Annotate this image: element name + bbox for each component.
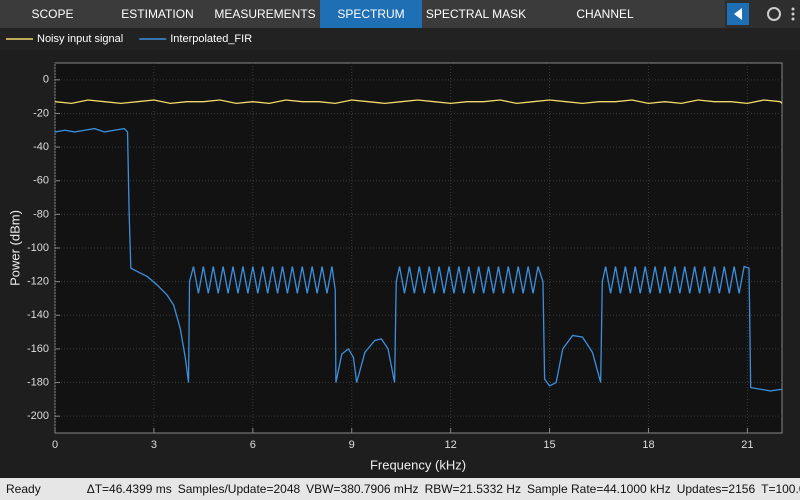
menu-icon bbox=[791, 12, 795, 16]
y-tick-label: -60 bbox=[33, 175, 49, 187]
status-item: Sample Rate=44.1000 kHz bbox=[526, 482, 671, 496]
y-tick-label: -180 bbox=[27, 376, 49, 388]
toolbar-icons bbox=[725, 0, 800, 28]
line-series bbox=[55, 99, 782, 105]
y-tick-label: -160 bbox=[27, 343, 49, 355]
icon-set bbox=[727, 3, 795, 25]
x-tick-label: 0 bbox=[52, 439, 58, 451]
status-item: Samples/Update=2048 bbox=[177, 482, 301, 496]
y-axis-label: Power (dBm) bbox=[7, 210, 22, 286]
x-tick-label: 18 bbox=[642, 439, 654, 451]
status-item: VBW=380.7906 mHz bbox=[306, 482, 419, 496]
status-item: Ready bbox=[6, 482, 41, 496]
tab[interactable]: SPECTRAL MASK bbox=[425, 7, 527, 21]
y-tick-label: 0 bbox=[43, 74, 49, 86]
y-tick-label: -100 bbox=[27, 242, 49, 254]
legend-label[interactable]: Noisy input signal bbox=[37, 33, 123, 45]
tab[interactable]: CHANNEL MEASUREMENTS bbox=[554, 7, 655, 49]
x-tick-label: 21 bbox=[741, 439, 753, 451]
status-bar: Ready ΔT=46.4399 ms Samples/Update=2048 VBW… bbox=[0, 478, 800, 500]
y-tick-label: -120 bbox=[27, 276, 49, 288]
y-tick-label: -140 bbox=[27, 309, 49, 321]
toolbar: SCOPE ESTIMATION MEASUREMENTS SPECTRUM SPECT… bbox=[0, 0, 800, 49]
line-series bbox=[55, 127, 782, 392]
legend-label[interactable]: Interpolated_FIR bbox=[170, 33, 252, 45]
tab[interactable]: SCOPE bbox=[31, 7, 74, 21]
status-item: ΔT=46.4399 ms bbox=[86, 482, 172, 496]
y-tick-label: -80 bbox=[33, 208, 49, 220]
x-axis-label: Frequency (kHz) bbox=[370, 457, 466, 472]
x-tick-label: 15 bbox=[543, 439, 555, 451]
tab[interactable]: ESTIMATION bbox=[121, 7, 194, 21]
settings-icon[interactable] bbox=[767, 7, 781, 21]
status-item: RBW=21.5332 Hz bbox=[424, 482, 521, 496]
y-tick-label: -200 bbox=[27, 410, 49, 422]
menu-icon bbox=[791, 17, 795, 21]
status-item: Updates=2156 bbox=[676, 482, 756, 496]
y-tick-label: -40 bbox=[33, 141, 49, 153]
x-tick-label: 6 bbox=[250, 439, 256, 451]
chart: Frequency (kHz) Power (dBm) 0 -20 -40 -60 -8… bbox=[0, 28, 800, 472]
status-item: T=100.00 bbox=[761, 482, 800, 496]
tab[interactable]: SPECTRUM bbox=[320, 0, 422, 28]
x-tick-label: 9 bbox=[349, 439, 355, 451]
legend-bar bbox=[0, 28, 800, 50]
tab[interactable]: MEASUREMENTS bbox=[214, 7, 316, 21]
x-tick-label: 3 bbox=[151, 439, 157, 451]
icon bbox=[734, 8, 742, 20]
y-tick-label: -20 bbox=[33, 107, 49, 119]
menu-icon[interactable] bbox=[791, 7, 795, 11]
x-tick-label: 12 bbox=[445, 439, 457, 451]
